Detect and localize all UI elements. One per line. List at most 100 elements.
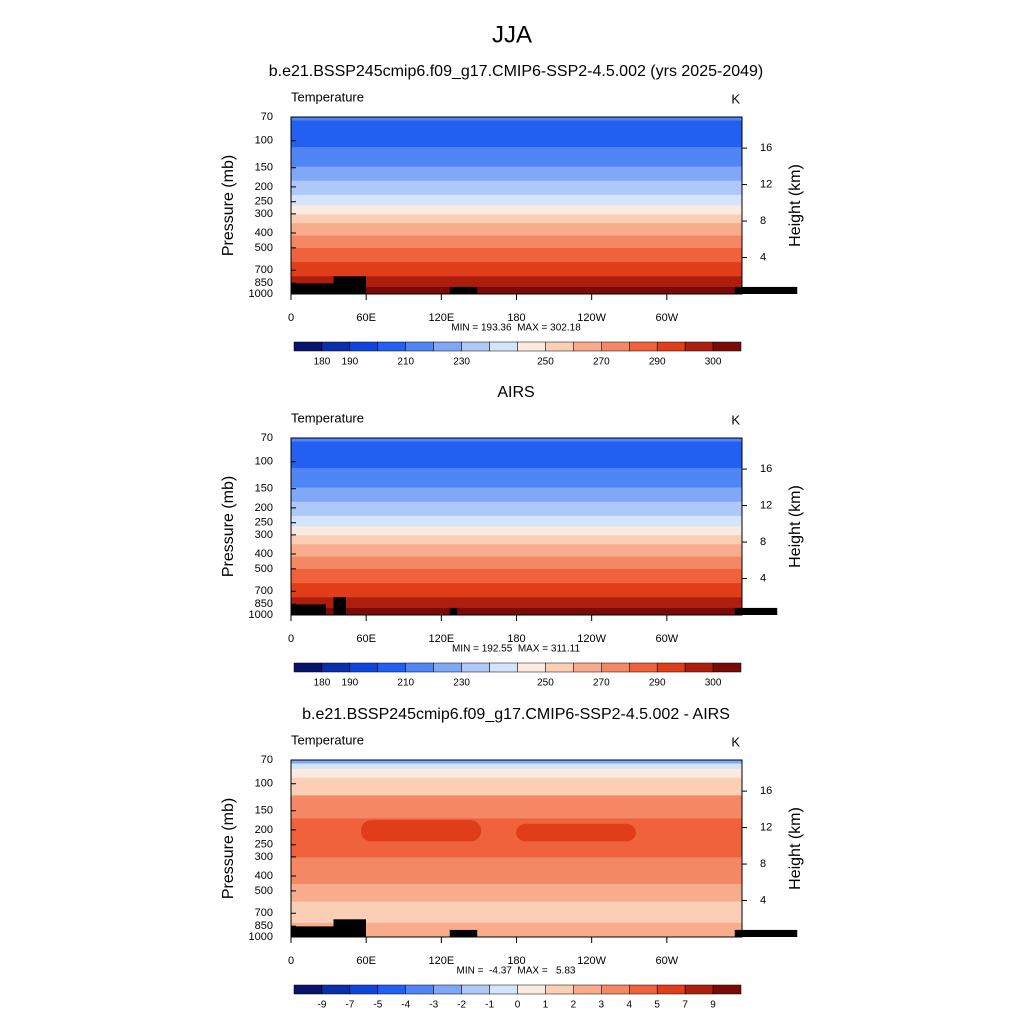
topography — [291, 604, 326, 615]
contour-fill — [291, 438, 742, 443]
contour-fill — [291, 223, 742, 237]
y-tick-label: 200 — [255, 181, 273, 193]
colorbar-label: 0 — [515, 1000, 521, 1011]
colorbar-box — [656, 984, 686, 995]
y-axis-label: Pressure (mb) — [220, 476, 237, 577]
contour-fill — [291, 214, 742, 224]
colorbar-label: 300 — [705, 357, 722, 368]
colorbar-box — [712, 662, 742, 673]
contour-fill — [291, 526, 742, 536]
x-tick-label: 180 — [507, 633, 525, 645]
y-tick-label: 300 — [255, 529, 273, 541]
colorbar-label: 7 — [682, 1000, 688, 1011]
y-tick-label: 200 — [255, 502, 273, 514]
colorbar-label: 190 — [342, 678, 359, 689]
colorbar-label: 9 — [710, 1000, 716, 1011]
y-tick-label: 400 — [255, 870, 273, 882]
stats: MIN = 193.36 MAX = 302.18 — [451, 323, 581, 334]
colorbar-label: 180 — [314, 678, 331, 689]
colorbar-box — [712, 341, 742, 352]
colorbar-box — [461, 662, 490, 673]
colorbar-label: -9 — [317, 1000, 326, 1011]
topography — [734, 929, 798, 937]
contour-fill — [291, 515, 742, 527]
colorbar-label: -1 — [485, 1000, 494, 1011]
colorbar-box — [517, 984, 546, 995]
colorbar-box — [601, 984, 630, 995]
colorbar-label: 230 — [453, 678, 470, 689]
y-tick-label: 700 — [255, 264, 273, 276]
y-tick-label: 850 — [255, 598, 273, 610]
contour-fill — [516, 823, 636, 842]
colorbar-label: -3 — [429, 1000, 438, 1011]
contour-fill — [291, 795, 742, 819]
colorbar-box — [405, 341, 434, 352]
stats: MIN = -4.37 MAX = 5.83 — [457, 966, 576, 977]
contour-fill — [291, 194, 742, 206]
contour-fill — [291, 535, 742, 545]
y-tick-label: 100 — [255, 456, 273, 468]
y-tick-label: 250 — [255, 839, 273, 851]
colorbar-box — [293, 662, 323, 673]
colorbar-label: 250 — [537, 357, 554, 368]
panel: b.e21.BSSP245cmip6.f09_g17.CMIP6-SSP2-4.… — [220, 706, 804, 1010]
contour-fill — [291, 235, 742, 249]
y-tick-label: 500 — [255, 242, 273, 254]
colorbar-label: 5 — [654, 1000, 660, 1011]
figure-title: JJA — [492, 21, 532, 48]
y2-tick-label: 4 — [760, 251, 766, 263]
colorbar-box — [545, 341, 574, 352]
y-tick-label: 200 — [255, 824, 273, 836]
right-label: K — [731, 91, 740, 106]
colorbar-box — [573, 341, 602, 352]
topography — [734, 607, 778, 615]
y-axis-label: Pressure (mb) — [220, 155, 237, 256]
x-tick-label: 120W — [577, 312, 606, 324]
colorbar-box — [629, 341, 658, 352]
y-tick-label: 250 — [255, 196, 273, 208]
left-label: Temperature — [291, 732, 364, 747]
panel-title: b.e21.BSSP245cmip6.f09_g17.CMIP6-SSP2-4.… — [269, 63, 764, 80]
contour-fill — [291, 922, 742, 938]
contour-fill — [291, 166, 742, 182]
y-tick-label: 1000 — [249, 609, 273, 621]
x-tick-label: 180 — [507, 312, 525, 324]
x-tick-label: 0 — [288, 312, 294, 324]
right-label: K — [731, 412, 740, 427]
y2-axis-label: Height (km) — [787, 807, 804, 890]
y2-tick-label: 12 — [760, 821, 772, 833]
colorbar-box — [629, 984, 658, 995]
contour-fill — [291, 568, 742, 584]
y2-axis-label: Height (km) — [787, 164, 804, 247]
topography — [291, 283, 346, 294]
colorbar-box — [517, 662, 546, 673]
topography — [333, 597, 346, 615]
y-tick-label: 500 — [255, 563, 273, 575]
topography — [449, 607, 458, 615]
colorbar-box — [656, 341, 686, 352]
x-tick-label: 60E — [356, 312, 376, 324]
y2-tick-label: 4 — [760, 572, 766, 584]
topography — [333, 919, 366, 937]
contour-fill — [291, 276, 742, 288]
colorbar-box — [545, 984, 574, 995]
colorbar-box — [601, 341, 630, 352]
colorbar-box — [601, 662, 630, 673]
contour-fill — [291, 120, 742, 148]
colorbar-label: 4 — [626, 1000, 632, 1011]
colorbar-label: -2 — [457, 1000, 466, 1011]
stats: MIN = 192.55 MAX = 311.11 — [452, 644, 580, 655]
colorbar-label: 290 — [649, 678, 666, 689]
contour-fill — [291, 597, 742, 609]
right-label: K — [731, 734, 740, 749]
colorbar-box — [433, 984, 462, 995]
colorbar-box — [489, 341, 518, 352]
x-tick-label: 120E — [428, 312, 454, 324]
x-tick-label: 120W — [577, 633, 606, 645]
x-tick-label: 120W — [577, 955, 606, 967]
contour-fill — [291, 583, 742, 598]
contour-fill — [291, 180, 742, 196]
x-tick-label: 120E — [428, 955, 454, 967]
colorbar-box — [349, 984, 379, 995]
colorbar-box — [321, 341, 351, 352]
